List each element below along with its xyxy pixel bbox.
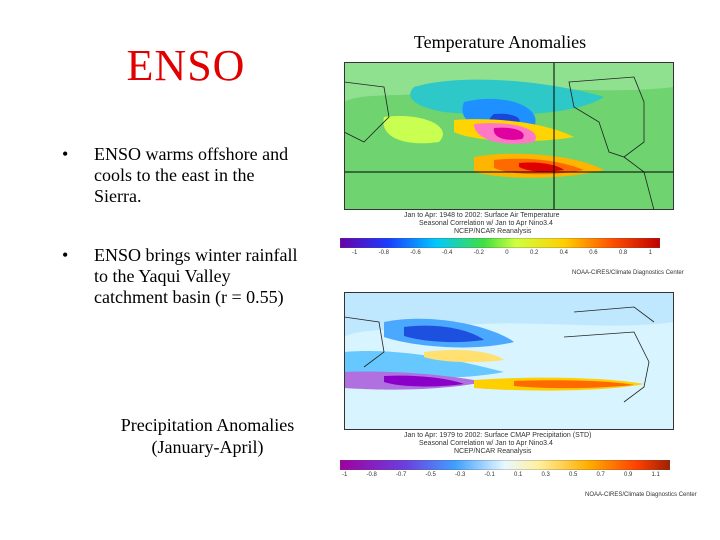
slide-title: ENSO — [126, 41, 246, 90]
colorbar-tick: -0.4 — [441, 250, 453, 256]
colorbar-tick: 1.1 — [651, 472, 660, 478]
colorbar-tick: 0.5 — [569, 472, 578, 478]
precipitation-colorbar — [340, 460, 670, 470]
bullet-list: • ENSO warms offshore and cools to the e… — [62, 144, 302, 346]
temperature-map: Jan to Apr: 1948 to 2002: Surface Air Te… — [344, 62, 674, 235]
colorbar-tick: 0.7 — [596, 472, 605, 478]
bullet-marker: • — [62, 144, 69, 164]
colorbar-tick: -0.1 — [484, 472, 495, 478]
colorbar-tick: -0.8 — [378, 250, 389, 256]
precipitation-map-subtitle-3: NCEP/NCAR Reanalysis — [454, 448, 532, 455]
bullet-text: ENSO brings winter rainfall to the Yaqui… — [94, 245, 298, 307]
colorbar-tick: -0.3 — [455, 472, 466, 478]
colorbar-tick: 0.6 — [589, 250, 598, 256]
colorbar-tick: 0.8 — [618, 250, 628, 256]
colorbar-tick: -0.2 — [473, 250, 484, 256]
colorbar-tick: 0.2 — [529, 250, 539, 256]
bullet-item: • ENSO warms offshore and cools to the e… — [62, 144, 302, 207]
colorbar-tick: -0.5 — [425, 472, 436, 478]
colorbar-tick: -0.7 — [396, 472, 407, 478]
precip-caption-line2: (January-April) — [151, 437, 264, 457]
colorbar-tick: 0 — [505, 250, 509, 256]
temperature-map-subtitle-2: Seasonal Correlation w/ Jan to Apr Nino3… — [419, 220, 553, 227]
colorbar-tick: 0.9 — [624, 472, 633, 478]
colorbar-tick: -0.8 — [366, 472, 377, 478]
temp-caption: Temperature Anomalies — [413, 32, 587, 52]
temperature-map-subtitle-1: Jan to Apr: 1948 to 2002: Surface Air Te… — [404, 212, 560, 219]
precipitation-map-subtitle-1: Jan to Apr: 1979 to 2002: Surface CMAP P… — [404, 432, 592, 439]
precipitation-map-subtitle-2: Seasonal Correlation w/ Jan to Apr Nino3… — [419, 440, 553, 447]
precipitation-map-credit: NOAA-CIRES/Climate Diagnostics Center — [585, 492, 697, 498]
colorbar-tick: 0.1 — [514, 472, 523, 478]
precip-caption: Precipitation Anomalies (January-April) — [100, 414, 315, 458]
bullet-text: ENSO warms offshore and cools to the eas… — [94, 144, 289, 206]
colorbar-tick: -1 — [342, 472, 348, 478]
colorbar-tick: 0.3 — [541, 472, 550, 478]
colorbar-tick: -1 — [352, 250, 358, 256]
temperature-colorbar — [340, 238, 660, 248]
colorbar-tick: -0.6 — [410, 250, 421, 256]
precipitation-colorbar-image — [340, 460, 670, 470]
precip-caption-line1: Precipitation Anomalies — [120, 415, 295, 435]
temperature-map-subtitle-3: NCEP/NCAR Reanalysis — [454, 228, 532, 235]
bullet-marker: • — [62, 245, 69, 265]
precipitation-map-image — [344, 292, 674, 430]
colorbar-tick: 0.4 — [559, 250, 568, 256]
precipitation-colorbar-ticks: -1 -0.8 -0.7 -0.5 -0.3 -0.1 0.1 0.3 0.5 … — [342, 472, 660, 478]
temperature-map-image — [344, 62, 674, 210]
bullet-item: • ENSO brings winter rainfall to the Yaq… — [62, 245, 302, 308]
colorbar-tick: 1 — [648, 250, 652, 256]
temperature-colorbar-ticks: -1 -0.8 -0.6 -0.4 -0.2 0 0.2 0.4 0.6 0.8… — [352, 250, 652, 256]
temperature-colorbar-image — [340, 238, 660, 248]
precipitation-map: Jan to Apr: 1979 to 2002: Surface CMAP P… — [344, 292, 674, 455]
temperature-map-credit: NOAA-CIRES/Climate Diagnostics Center — [572, 270, 684, 276]
